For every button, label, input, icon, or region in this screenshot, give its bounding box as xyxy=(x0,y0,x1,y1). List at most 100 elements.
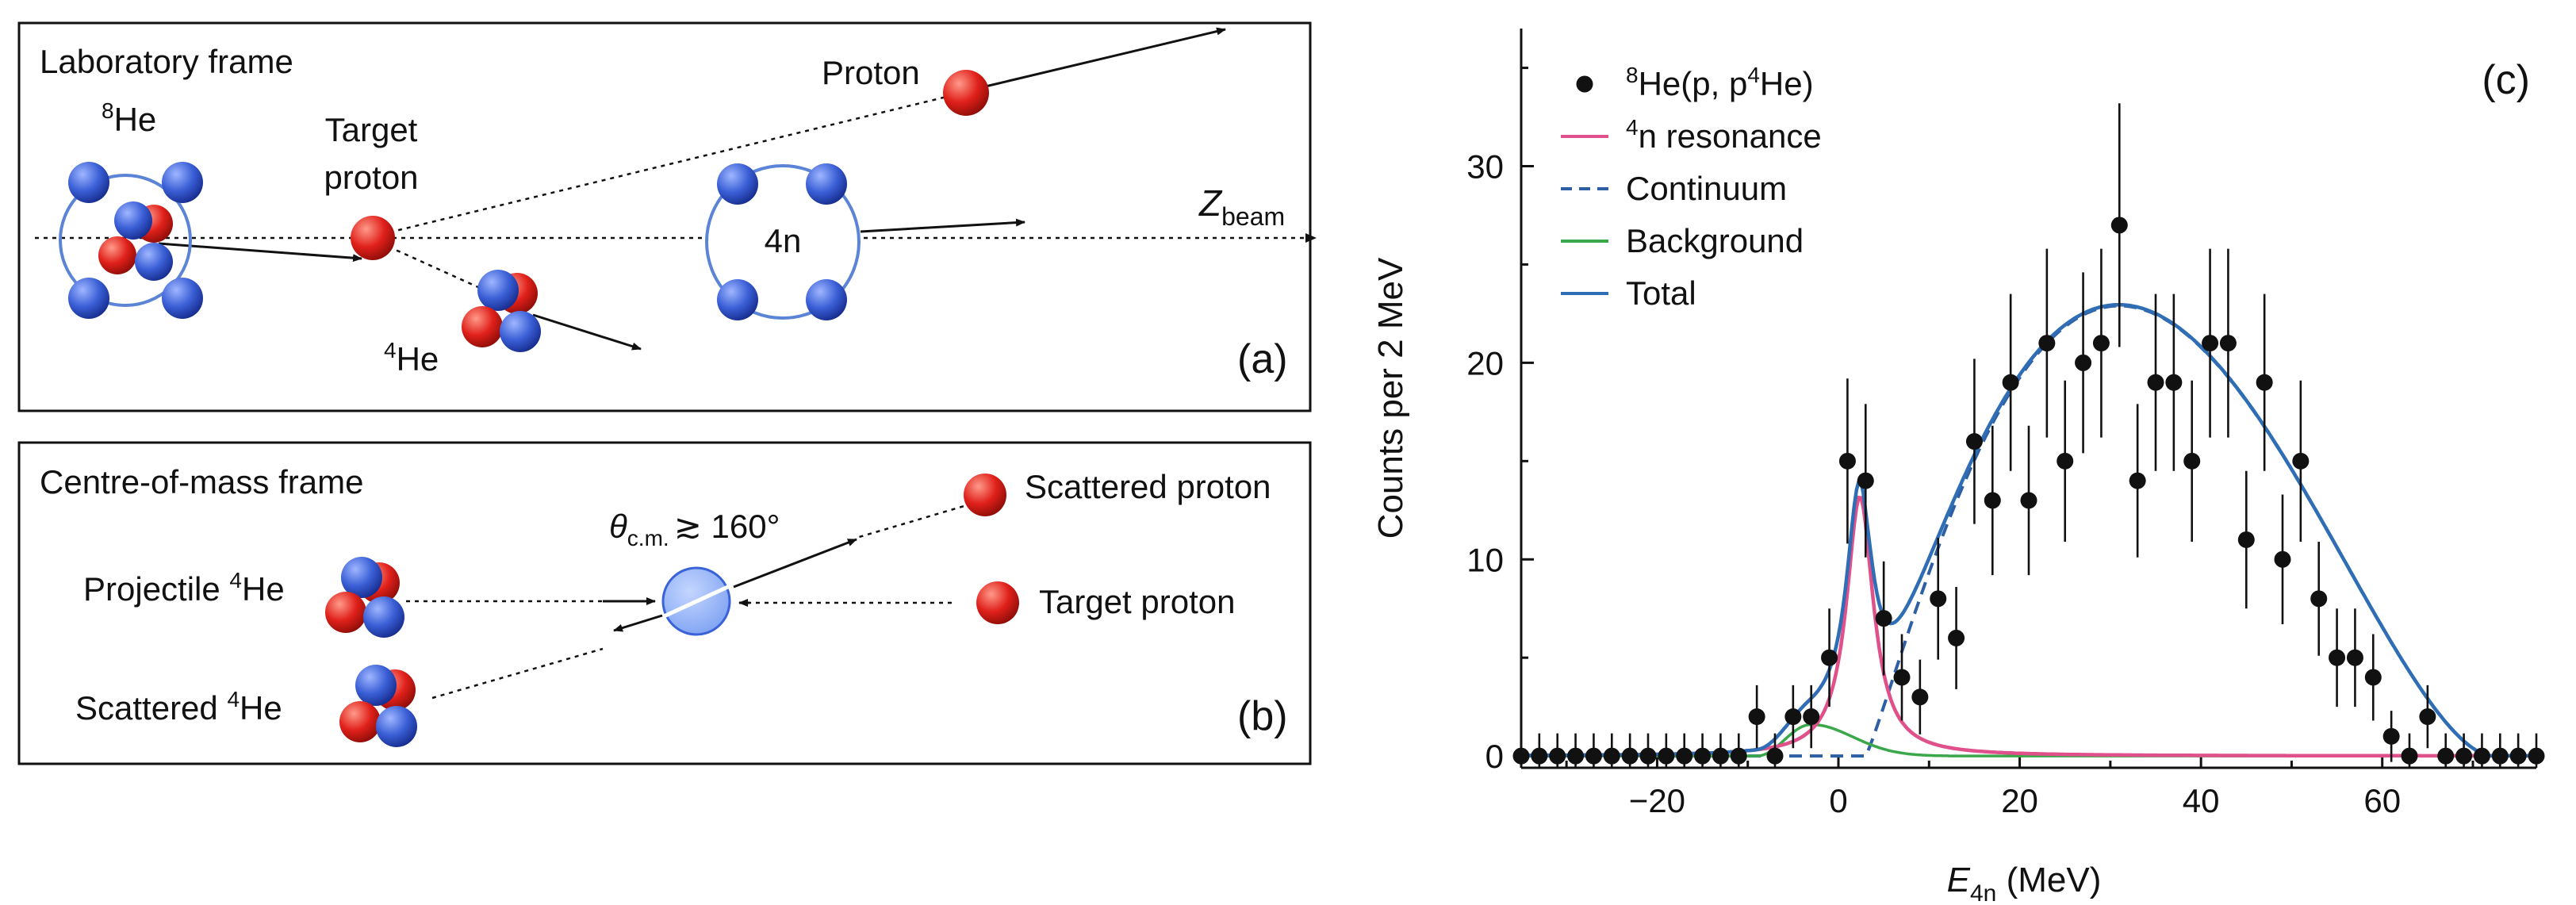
x-tick-label: 0 xyxy=(1829,782,1847,819)
data-point xyxy=(2237,531,2255,548)
he8-arrow xyxy=(158,242,362,263)
neutron xyxy=(68,278,109,319)
neutron xyxy=(162,162,203,203)
he4-nucleus-lab xyxy=(462,270,541,352)
data-point xyxy=(2310,590,2328,608)
neutron xyxy=(477,270,519,311)
y-axis-label: Counts per 2 MeV xyxy=(1371,257,1410,539)
neutron xyxy=(162,278,203,319)
projectile-he4 xyxy=(325,557,404,638)
y-tick-label: 0 xyxy=(1485,738,1504,775)
target-label-line2: proton xyxy=(324,159,418,196)
tetraneutron-arrow xyxy=(860,218,1025,233)
energy-spectrum-chart: 0 10 20 30 −20 0 20 40 60 8He(p, p4He) 4n resonan… xyxy=(1371,29,2545,905)
data-point xyxy=(2437,747,2455,765)
x-tick-label: 60 xyxy=(2363,782,2401,819)
projectile-label: Projectile 4He xyxy=(83,568,285,608)
outgoing-proton-arrow xyxy=(733,538,857,589)
data-point xyxy=(2110,217,2128,234)
tetraneutron-label: 4n xyxy=(765,222,802,259)
data-point xyxy=(1712,747,1729,765)
data-point xyxy=(1911,688,1929,706)
beam-axis-arrowhead xyxy=(1305,233,1317,243)
data-point xyxy=(1658,747,1675,765)
data-point xyxy=(1639,747,1657,765)
data-point xyxy=(1549,747,1566,765)
panel-c-label: (c) xyxy=(2482,57,2530,103)
data-points xyxy=(1512,103,2545,768)
neutron xyxy=(68,162,109,203)
legend-label-resonance: 4n resonance xyxy=(1626,115,1822,155)
legend-marker-data xyxy=(1576,75,1593,93)
data-point xyxy=(2183,452,2201,470)
data-point xyxy=(2346,649,2363,666)
legend-label-background: Background xyxy=(1626,222,1804,259)
neutron xyxy=(717,279,758,320)
legend-label-total: Total xyxy=(1626,274,1696,312)
proton-sphere xyxy=(339,701,381,742)
zbeam-label: Zbeam xyxy=(1198,182,1285,231)
proton-sphere xyxy=(98,236,136,274)
x-tick-label: −20 xyxy=(1629,782,1685,819)
panel-a-frame xyxy=(17,21,1312,412)
data-point xyxy=(1965,433,1983,451)
data-point xyxy=(2364,669,2382,686)
he8-halo-ring xyxy=(59,174,192,307)
neutron xyxy=(806,163,847,205)
scattered-he-dashed xyxy=(431,647,604,700)
data-point xyxy=(1803,708,1820,726)
data-point xyxy=(2129,472,2146,489)
scattered-he-label: Scattered 4He xyxy=(75,687,282,727)
proton-arrow xyxy=(975,27,1226,90)
panel-b: Centre-of-mass frame (b) Projectile 4He xyxy=(17,441,1312,765)
data-point xyxy=(1930,590,1947,608)
scattered-proton-dashed xyxy=(856,500,981,539)
target-proton-sphere xyxy=(351,216,395,260)
neutron xyxy=(717,163,758,205)
data-point xyxy=(2292,452,2310,470)
panel-a-label: (a) xyxy=(1237,336,1288,382)
data-point xyxy=(1821,649,1838,666)
data-point xyxy=(1585,747,1602,765)
neutron xyxy=(363,596,404,638)
data-point xyxy=(2401,747,2418,765)
data-point xyxy=(2075,354,2092,371)
data-point xyxy=(1838,452,1856,470)
panel-a: Laboratory frame (a) Zbeam 8He Targe xyxy=(17,21,1317,412)
data-point xyxy=(1875,610,1892,627)
outgoing-he-arrow xyxy=(613,614,663,632)
neutron xyxy=(806,279,847,320)
y-tick-label: 20 xyxy=(1466,344,1504,382)
data-point xyxy=(2419,708,2436,726)
data-point xyxy=(2473,747,2490,765)
y-tick-label: 10 xyxy=(1466,541,1504,578)
data-point xyxy=(1567,747,1585,765)
data-point xyxy=(1512,747,1530,765)
x-axis-label: E4n (MeV) xyxy=(1947,861,2102,905)
neutron xyxy=(376,706,417,747)
data-point xyxy=(2038,335,2056,352)
tetraneutron xyxy=(705,163,861,320)
data-point xyxy=(1730,747,1747,765)
data-point xyxy=(2256,374,2273,391)
data-point xyxy=(2274,550,2291,568)
data-point xyxy=(1984,492,2001,509)
data-point xyxy=(2329,649,2346,666)
data-point xyxy=(2020,492,2037,509)
target-proton-label: Target proton xyxy=(1039,583,1236,620)
neutron xyxy=(135,243,173,281)
data-point xyxy=(2092,335,2110,352)
data-point xyxy=(1766,747,1784,765)
neutron xyxy=(341,557,382,598)
x-tick-label: 20 xyxy=(2001,782,2038,819)
data-point xyxy=(2528,747,2545,765)
scattered-proton-sphere-b xyxy=(964,474,1006,516)
chart-axes: 0 10 20 30 −20 0 20 40 60 xyxy=(1466,29,2536,819)
data-point xyxy=(2202,335,2219,352)
scattered-he4 xyxy=(339,665,417,747)
data-point xyxy=(1603,747,1620,765)
data-point xyxy=(2147,374,2164,391)
scattered-proton-label: Scattered proton xyxy=(1025,468,1271,505)
proton-sphere xyxy=(325,592,366,633)
data-point xyxy=(1784,708,1802,726)
